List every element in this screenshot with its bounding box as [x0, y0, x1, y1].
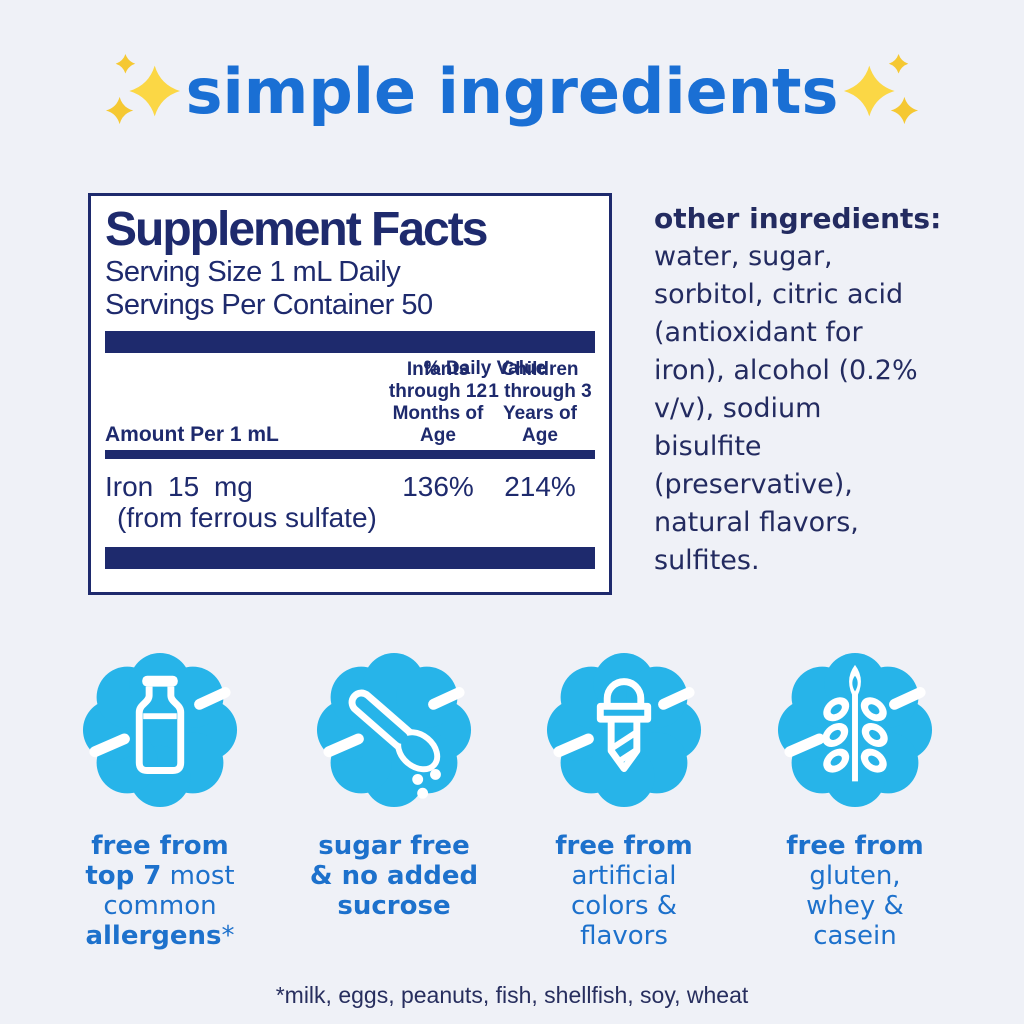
facts-table-header: % Daily Value Infants through 12 Months … — [105, 353, 595, 450]
strike-through-slash — [323, 687, 465, 758]
other-ingredients-line: (antioxidant for — [654, 317, 863, 348]
iron-dv-children: 214% — [504, 471, 576, 502]
infants-column-header: Infants through 12 Months of Age — [388, 359, 488, 446]
header: simple ingredients — [0, 36, 1024, 146]
separator-bar-thick — [105, 547, 595, 569]
badge-free-from-allergens: free from top 7 most common allergens* — [55, 653, 265, 951]
strike-through-slash — [784, 687, 926, 758]
nutrient-row-iron: Iron 15 mg (from ferrous sulfate) 136% 2… — [105, 459, 595, 547]
page-title: simple ingredients — [185, 54, 839, 128]
sugar-spoon-icon — [316, 653, 472, 808]
dropper-icon — [546, 653, 702, 808]
servings-per-container-text: Servings Per Container 50 — [105, 289, 433, 321]
strike-through-slash — [89, 687, 231, 758]
badge-free-from-artificial: free from artificial colors & flavors — [519, 653, 729, 951]
serving-size-text: Serving Size 1 mL Daily — [105, 256, 401, 288]
badge-caption: free from artificial colors & flavors — [555, 831, 693, 951]
amount-per-header: Amount Per 1 mL — [105, 423, 279, 446]
iron-name: Iron 15 mg — [105, 471, 253, 502]
other-ingredients-line: natural flavors, — [654, 507, 859, 538]
strike-through-slash — [553, 687, 695, 758]
badge-caption: free from top 7 most common allergens* — [85, 831, 235, 951]
separator-bar-thin — [105, 450, 595, 459]
other-ingredients-section: other ingredients: water, sugar, sorbito… — [654, 200, 984, 580]
supplement-facts-panel: Supplement Facts Serving Size 1 mL Daily… — [88, 193, 612, 595]
other-ingredients-line: v/v), sodium — [654, 393, 822, 424]
iron-source: (from ferrous sulfate) — [117, 502, 377, 533]
badge-sugar-free: sugar free & no added sucrose — [289, 653, 499, 921]
supplement-facts-title: Supplement Facts — [105, 203, 488, 256]
separator-bar-thick — [105, 331, 595, 353]
badge-caption: sugar free & no added sucrose — [309, 831, 479, 921]
other-ingredients-line: iron), alcohol (0.2% — [654, 355, 918, 386]
other-ingredients-heading: other ingredients: — [654, 202, 942, 235]
badge-free-from-gluten: free from gluten, whey & casein — [750, 653, 960, 951]
other-ingredients-line: sulfites. — [654, 545, 760, 576]
wheat-icon — [777, 653, 933, 808]
other-ingredients-line: bisulfite — [654, 431, 762, 462]
other-ingredients-line: (preservative), — [654, 469, 853, 500]
other-ingredients-line: water, sugar, — [654, 241, 833, 272]
iron-dv-infants: 136% — [402, 471, 474, 502]
milk-bottle-icon — [82, 653, 238, 808]
sparkles-icon — [105, 53, 180, 125]
sparkles-icon — [844, 53, 919, 125]
other-ingredients-line: sorbitol, citric acid — [654, 279, 904, 310]
badge-caption: free from gluten, whey & casein — [786, 831, 924, 951]
children-column-header: Children 1 through 3 Years of Age — [488, 359, 592, 446]
daily-value-header: % Daily Value — [423, 358, 547, 379]
allergen-footnote: *milk, eggs, peanuts, fish, shellfish, s… — [275, 982, 749, 1008]
